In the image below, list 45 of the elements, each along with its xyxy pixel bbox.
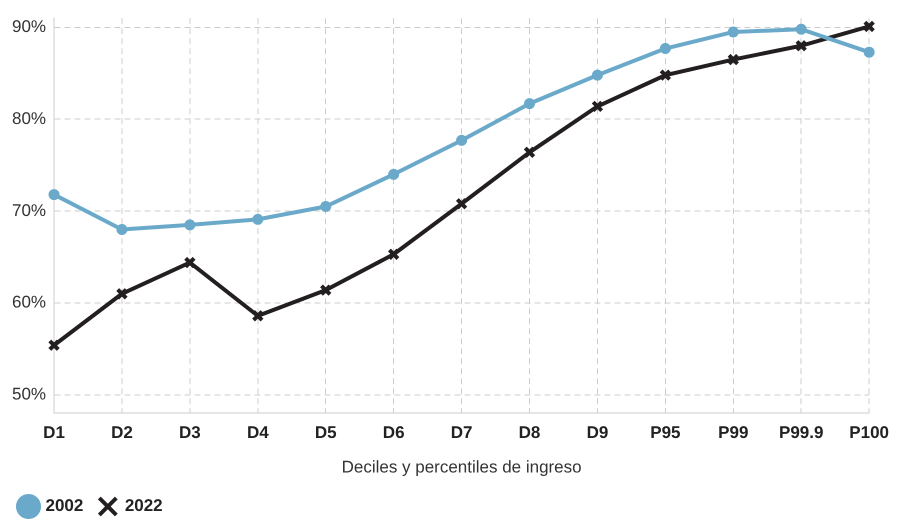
x-tick-label: D3 xyxy=(179,423,201,442)
point xyxy=(592,70,603,81)
x-tick-label: P100 xyxy=(849,423,889,442)
legend-label: 2002 xyxy=(46,496,84,516)
point xyxy=(320,201,332,212)
x-tick-label: D4 xyxy=(246,423,270,442)
point xyxy=(728,26,739,38)
point xyxy=(523,146,536,159)
x-tick-label: D5 xyxy=(314,423,337,442)
x-tick-label: D9 xyxy=(586,423,608,442)
point xyxy=(660,43,671,54)
x-axis-title: Deciles y percentiles de ingreso xyxy=(342,457,582,476)
x-tick-label: P99 xyxy=(718,423,748,442)
x-tick-label: D2 xyxy=(111,423,133,442)
point xyxy=(456,134,468,146)
point xyxy=(252,214,264,225)
point xyxy=(864,46,875,58)
point xyxy=(659,68,672,82)
point xyxy=(591,100,604,113)
y-tick-label: 90% xyxy=(12,17,46,36)
y-tick-label: 50% xyxy=(12,384,46,404)
point xyxy=(387,248,400,261)
x-tick-label: D7 xyxy=(450,423,472,442)
point xyxy=(184,219,196,230)
x-tick-label: D6 xyxy=(382,423,405,442)
point xyxy=(524,98,536,110)
point xyxy=(116,224,128,235)
point xyxy=(796,24,807,35)
legend-label: 2022 xyxy=(124,496,163,516)
point xyxy=(319,284,332,296)
point xyxy=(727,53,740,66)
y-tick-label: 70% xyxy=(12,200,46,220)
y-tick-label: 80% xyxy=(12,108,46,128)
x-tick-label: P99.9 xyxy=(779,423,824,442)
x-tick-label: P95 xyxy=(650,423,680,442)
x-tick-label: D8 xyxy=(518,423,540,442)
point xyxy=(794,40,808,52)
point xyxy=(388,168,400,180)
point xyxy=(252,310,264,322)
y-tick-label: 60% xyxy=(12,292,46,312)
point xyxy=(116,288,128,300)
point xyxy=(184,256,196,269)
point xyxy=(48,189,60,200)
x-tick-label: D1 xyxy=(43,423,65,442)
point xyxy=(455,198,468,210)
